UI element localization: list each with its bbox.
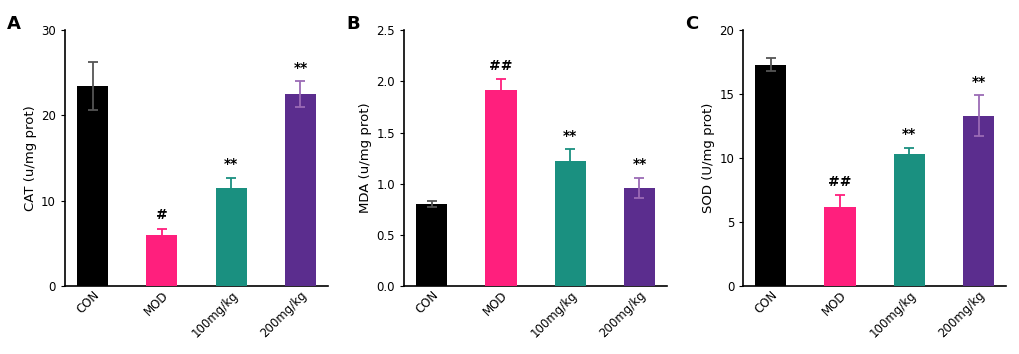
Bar xyxy=(416,204,446,286)
Text: B: B xyxy=(345,15,360,33)
Text: **: ** xyxy=(901,127,915,142)
Bar xyxy=(893,154,924,286)
Bar xyxy=(624,188,654,286)
Text: **: ** xyxy=(970,75,984,89)
Bar xyxy=(554,161,585,286)
Text: **: ** xyxy=(562,129,577,143)
Bar xyxy=(823,207,855,286)
Bar xyxy=(215,188,247,286)
Bar xyxy=(284,94,316,286)
Text: **: ** xyxy=(293,61,308,75)
Text: **: ** xyxy=(224,157,238,171)
Text: #: # xyxy=(156,209,167,222)
Text: **: ** xyxy=(632,157,646,171)
Y-axis label: MDA (u/mg prot): MDA (u/mg prot) xyxy=(359,103,372,213)
Bar xyxy=(76,86,108,286)
Text: C: C xyxy=(685,15,698,33)
Bar xyxy=(146,235,177,286)
Bar xyxy=(754,65,786,286)
Y-axis label: SOD (U/mg prot): SOD (U/mg prot) xyxy=(701,103,714,213)
Text: ##: ## xyxy=(489,59,513,73)
Text: A: A xyxy=(7,15,21,33)
Bar xyxy=(962,116,994,286)
Y-axis label: CAT (u/mg prot): CAT (u/mg prot) xyxy=(23,105,37,211)
Bar xyxy=(485,90,516,286)
Text: ##: ## xyxy=(827,175,851,189)
